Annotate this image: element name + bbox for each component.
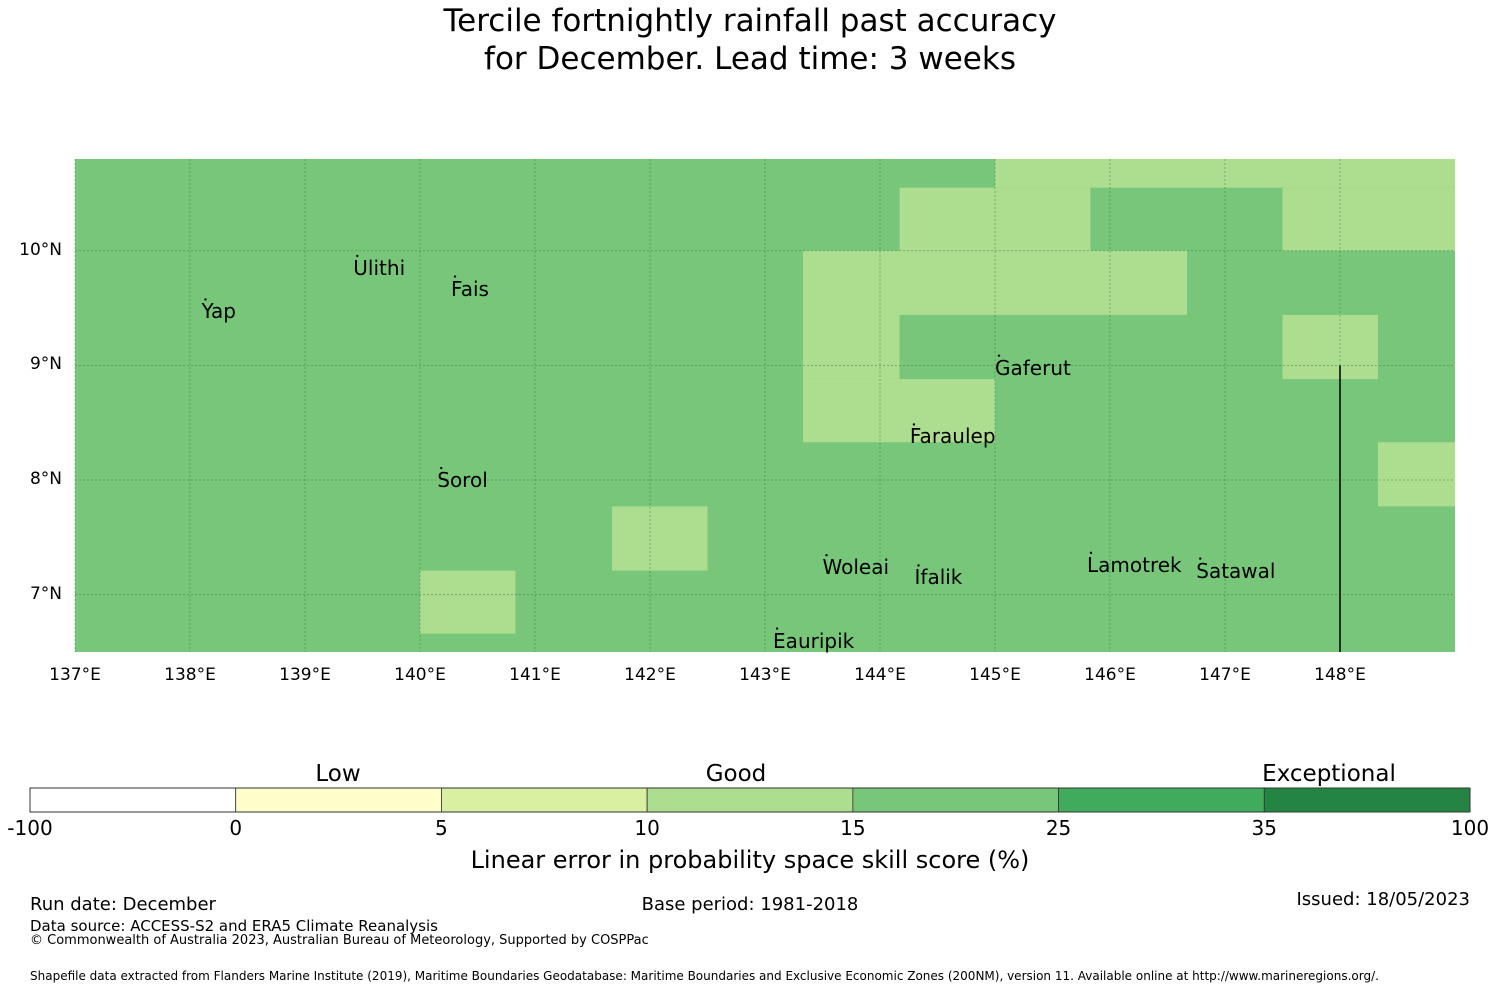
longitude-tick-label: 144°E <box>854 665 906 685</box>
shapefile-credit: Shapefile data extracted from Flanders M… <box>30 969 1379 983</box>
colorbar-bin <box>646 787 854 813</box>
island-marker <box>912 423 916 426</box>
data-source: Data source: ACCESS-S2 and ERA5 Climate … <box>30 917 438 935</box>
colorbar-tick-label: -100 <box>7 816 53 840</box>
base-period: Base period: 1981-2018 <box>641 894 859 915</box>
island-label: Fais <box>451 276 489 301</box>
colorbar-category-low: Low <box>315 761 361 787</box>
longitude-tick-label: 138°E <box>164 665 216 685</box>
colorbar-bin <box>1058 787 1265 813</box>
colorbar-tick-label: 35 <box>1251 816 1277 840</box>
longitude-tick-label: 145°E <box>969 665 1021 685</box>
colorbar-axis-label: Linear error in probability space skill … <box>470 846 1030 874</box>
skill-cell <box>1282 187 1455 251</box>
longitude-tick-label: 140°E <box>394 665 446 685</box>
latitude-tick-label: 7°N <box>29 583 62 604</box>
island-marker <box>440 466 443 470</box>
longitude-tick-label: 147°E <box>1199 665 1251 685</box>
island-marker <box>775 627 779 630</box>
copyright-notice: © Commonwealth of Australia 2023, Austra… <box>30 933 649 948</box>
skill-cell <box>802 314 900 380</box>
skill-cell <box>802 379 995 443</box>
island-label: Sorol <box>437 468 488 493</box>
colorbar-category-good: Good <box>705 761 767 787</box>
island-label: Gaferut <box>995 355 1071 380</box>
longitude-tick-label: 142°E <box>624 665 676 685</box>
island-label: Yap <box>201 299 236 324</box>
longitude-tick-label: 137°E <box>49 665 101 685</box>
map-background <box>75 159 1455 652</box>
map-title-line-2: for December. Lead time: 3 weeks <box>484 41 1016 77</box>
island-label: Ifalik <box>914 565 963 590</box>
colorbar-tick-label: 0 <box>229 816 243 840</box>
colorbar-tick-label: 15 <box>840 816 866 840</box>
map-area <box>74 159 1455 652</box>
island-label: Woleai <box>822 555 890 580</box>
island-label: Eauripik <box>773 628 855 653</box>
island-label: Faraulep <box>909 424 996 449</box>
longitude-tick-label: 146°E <box>1084 665 1136 685</box>
island-marker <box>825 553 828 557</box>
colorbar-bin <box>852 787 1059 813</box>
longitude-tick-label: 141°E <box>509 665 561 685</box>
colorbar <box>29 787 1471 813</box>
island-label: Ulithi <box>353 255 406 280</box>
island-label: Lamotrek <box>1087 552 1182 577</box>
longitude-tick-label: 143°E <box>739 665 791 685</box>
island-marker <box>453 275 457 278</box>
map-title-line-1: Tercile fortnightly rainfall past accura… <box>443 3 1057 39</box>
colorbar-bin <box>235 787 442 813</box>
longitude-tick-label: 148°E <box>1314 665 1366 685</box>
colorbar-tick-label: 25 <box>1045 816 1072 840</box>
latitude-tick-label: 10°N <box>19 239 62 260</box>
island-marker <box>997 354 1001 357</box>
latitude-tick-label: 8°N <box>29 469 62 490</box>
colorbar-bin <box>1263 787 1471 813</box>
run-date: Run date: December <box>30 894 216 915</box>
skill-cell <box>420 570 516 634</box>
colorbar-tick-label: 10 <box>634 816 660 840</box>
colorbar-tick-label: 100 <box>1450 816 1490 840</box>
skill-cell <box>1377 442 1455 507</box>
island-marker <box>356 254 359 258</box>
island-marker <box>1199 557 1202 560</box>
colorbar-bin <box>29 787 237 813</box>
colorbar-bin <box>441 787 648 813</box>
issued-date: Issued: 18/05/2023 <box>1296 889 1470 910</box>
island-marker <box>1089 551 1093 555</box>
colorbar-category-exceptional: Exceptional <box>1262 761 1396 787</box>
latitude-tick-label: 9°N <box>29 354 62 375</box>
colorbar-outline <box>29 787 1471 813</box>
skill-cell <box>612 506 708 571</box>
skill-cell <box>1282 314 1378 380</box>
island-marker <box>204 298 207 301</box>
island-label: Satawal <box>1196 558 1276 583</box>
colorbar-tick-label: 5 <box>435 816 448 840</box>
island-marker <box>917 564 920 567</box>
longitude-tick-label: 139°E <box>279 665 331 685</box>
